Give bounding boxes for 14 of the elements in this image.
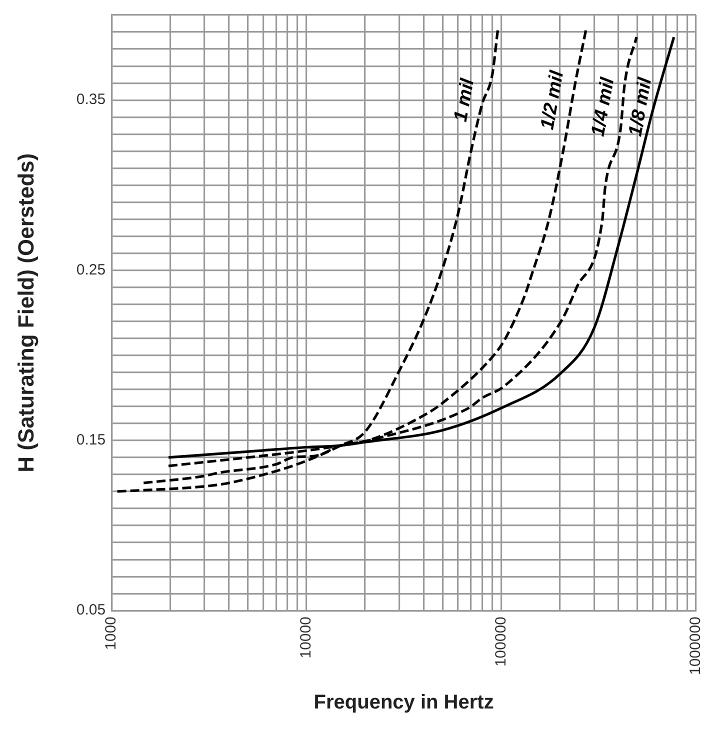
text: 1/8 mil — [625, 75, 656, 138]
text: 1/2 mil — [537, 68, 568, 132]
x-tick-label: 1000000 — [687, 616, 704, 676]
text: 1 mil — [450, 76, 479, 124]
x-tick-label: 1000 — [102, 616, 120, 650]
y-axis-title: H (Saturating Field) (Oersteds) — [13, 153, 38, 472]
y-tick-label: 0.25 — [76, 261, 106, 278]
y-tick-label: 0.05 — [76, 602, 106, 619]
x-tick-label: 100000 — [492, 616, 510, 667]
x-tick-label: 10000 — [298, 616, 315, 658]
y-tick-label: 0.35 — [76, 91, 106, 108]
x-axis-title: Frequency in Hertz — [314, 692, 494, 714]
text: 1/4 mil — [588, 75, 619, 138]
y-tick-label: 0.15 — [76, 432, 106, 449]
